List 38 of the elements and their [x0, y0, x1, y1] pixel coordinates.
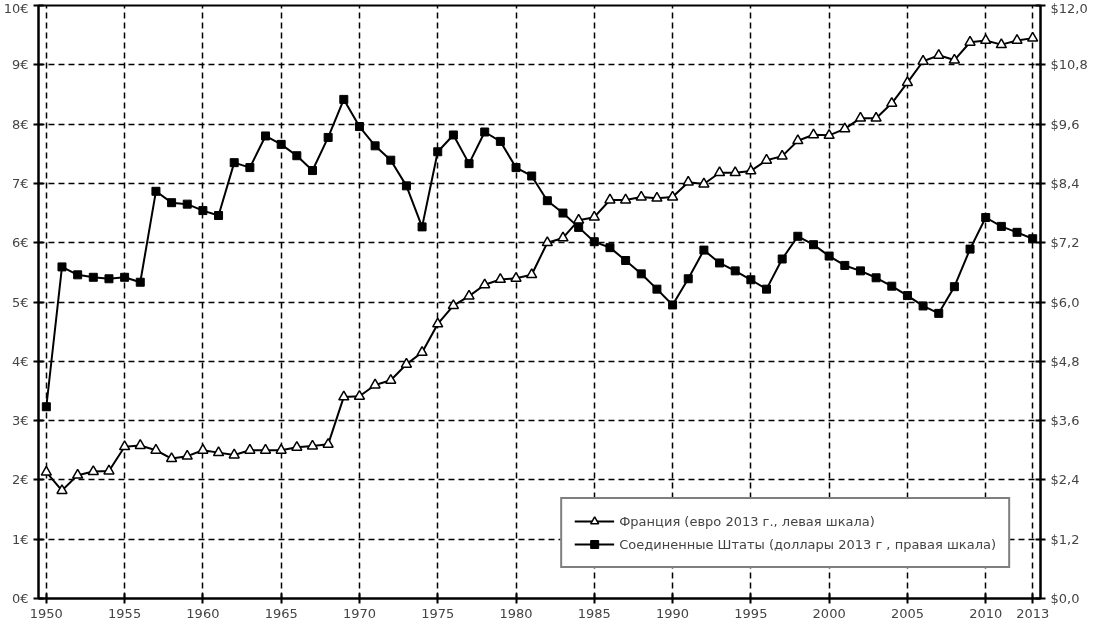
x-tick-label: 1995	[734, 605, 768, 621]
y2-tick-label: $4,8	[1050, 353, 1080, 369]
y2-tick-label: $10,8	[1050, 57, 1088, 73]
y2-tick-label: $1,2	[1050, 531, 1080, 547]
y-tick-label: 3€	[11, 413, 29, 429]
y-tick-label: 4€	[11, 353, 29, 369]
y2-tick-label: $8,4	[1050, 175, 1080, 191]
y2-tick-label: $2,4	[1050, 472, 1080, 488]
y2-tick-label: $9,6	[1050, 116, 1080, 132]
x-tick-label: 2010	[969, 605, 1003, 621]
y-tick-label: 10€	[3, 0, 29, 16]
y-tick-label: 6€	[11, 235, 29, 251]
x-tick-label: 1985	[577, 605, 611, 621]
x-tick-label: 1990	[656, 605, 690, 621]
y-tick-label: 5€	[11, 294, 29, 310]
x-tick-label: 2005	[890, 605, 924, 621]
x-tick-label: 1950	[29, 605, 63, 621]
y2-tick-label: $7,2	[1050, 235, 1080, 251]
y-tick-label: 7€	[11, 175, 29, 191]
y-tick-label: 9€	[11, 57, 29, 73]
y-tick-label: 1€	[11, 531, 29, 547]
y2-tick-label: $3,6	[1050, 413, 1080, 429]
x-tick-label: 1975	[421, 605, 455, 621]
x-tick-label: 2000	[812, 605, 846, 621]
legend-label: Соединенные Штаты (доллары 2013 г , правая шкала)	[619, 536, 996, 552]
legend-label: Франция (евро 2013 г., левая шкала)	[619, 513, 875, 529]
y2-tick-label: $6,0	[1050, 294, 1080, 310]
x-tick-label: 1970	[342, 605, 376, 621]
y2-tick-label: $12,0	[1050, 0, 1088, 16]
y-tick-label: 8€	[11, 116, 29, 132]
x-tick-label: 1965	[264, 605, 298, 621]
x-tick-label: 2013	[1016, 605, 1050, 621]
x-tick-label: 1980	[499, 605, 533, 621]
x-tick-label: 1955	[108, 605, 142, 621]
x-tick-label: 1960	[186, 605, 220, 621]
y-tick-label: 0€	[11, 591, 29, 606]
y2-tick-label: $0,0	[1050, 591, 1080, 606]
y-tick-label: 2€	[11, 472, 29, 488]
